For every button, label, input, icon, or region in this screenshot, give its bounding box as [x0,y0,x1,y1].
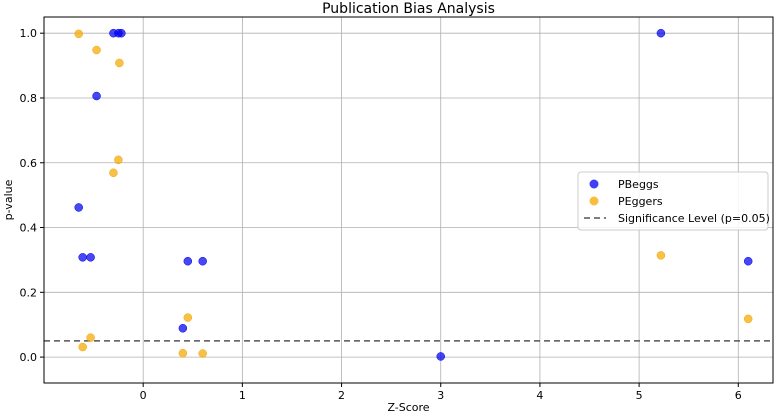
point-pbeggs [86,253,95,262]
point-peggers [115,58,124,68]
x-axis-title: Z-Score [387,401,429,414]
point-peggers [114,155,123,165]
legend-marker-pbeggs [589,179,599,189]
y-axis-title: p-value [2,179,15,220]
point-pbeggs [178,324,188,333]
legend-label-pbeggs: PBeggs [618,178,659,191]
x-tick-label: 1 [239,389,246,402]
x-tick-label: 5 [636,389,643,402]
x-tick-label: 2 [338,389,345,402]
y-tick-label: 0.6 [20,157,38,170]
legend-marker-peggers [589,196,599,206]
x-tick-label: 3 [437,389,444,402]
point-pbeggs [743,256,753,266]
point-peggers [183,313,193,322]
point-peggers [86,333,95,342]
point-pbeggs [78,253,87,262]
point-pbeggs [436,352,445,361]
axis-ticks: 0 1 2 3 4 5 6 0.0 0.2 0.4 0.6 0.8 1.0 [20,27,742,402]
point-pbeggs [198,256,207,266]
point-peggers [78,342,87,352]
point-pbeggs [656,28,666,38]
point-peggers [178,348,188,358]
x-tick-label: 0 [140,389,147,402]
y-tick-label: 0.4 [20,222,38,235]
point-peggers [198,349,207,358]
x-tick-label: 6 [735,389,742,402]
x-tick-label: 4 [536,389,543,402]
legend-label-significance: Significance Level (p=0.05) [618,212,770,225]
y-tick-label: 0.2 [20,286,38,299]
y-tick-label: 0.8 [20,92,38,105]
data-points [74,28,753,361]
legend: PBeggs PEggers Significance Level (p=0.0… [577,171,770,231]
y-tick-label: 1.0 [20,27,38,40]
plot-frame [43,16,774,384]
legend-label-peggers: PEggers [618,195,663,208]
point-pbeggs [92,91,101,101]
point-peggers [656,251,666,260]
point-peggers [743,314,753,324]
point-pbeggs [183,256,193,266]
point-peggers [92,45,101,55]
y-tick-label: 0.0 [20,351,38,364]
chart-title: Publication Bias Analysis [322,1,495,17]
point-pbeggs [74,203,83,212]
point-pbeggs [117,28,126,38]
legend-box [577,171,769,231]
point-peggers [74,29,83,39]
point-peggers [109,168,118,178]
